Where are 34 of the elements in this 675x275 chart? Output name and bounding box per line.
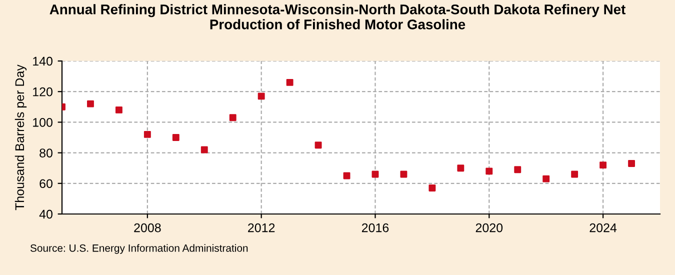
x-tick-label: 2008 [134,223,161,232]
chart-title: Annual Refining District Minnesota-Wisconsin-North Dakota-South Dakota Refinery Net Production of Finished Motor Gasoline [50,4,626,30]
y-tick-label: 40 [39,210,52,219]
point [600,162,607,169]
y-tick-label: 120 [33,87,52,96]
y-tick-label: 60 [40,179,52,188]
point [428,184,436,192]
y-tick-label: 140 [33,56,52,66]
point [628,160,635,167]
y-axis-title: Thousand Barrels per Day [14,64,27,210]
point [457,164,464,172]
point [144,130,151,138]
point [343,172,350,180]
point [286,78,294,86]
point [486,168,493,175]
point [514,166,522,174]
y-tick-label: 100 [33,118,52,127]
point [542,175,550,182]
point [372,170,379,178]
y-tick-label: 80 [40,148,52,158]
point [400,170,408,178]
x-tick-label: 2012 [248,223,275,232]
point [258,92,265,100]
x-tick-label: 2016 [362,223,389,232]
point [87,100,94,108]
source-note: Source: U.S. Energy Information Administration [30,244,248,254]
x-tick-label: 2020 [476,223,503,232]
x-tick-label: 2024 [590,223,617,232]
point [571,170,578,178]
point [172,134,180,141]
point [115,106,122,114]
point [229,114,236,122]
point [200,146,208,154]
point [314,142,322,149]
